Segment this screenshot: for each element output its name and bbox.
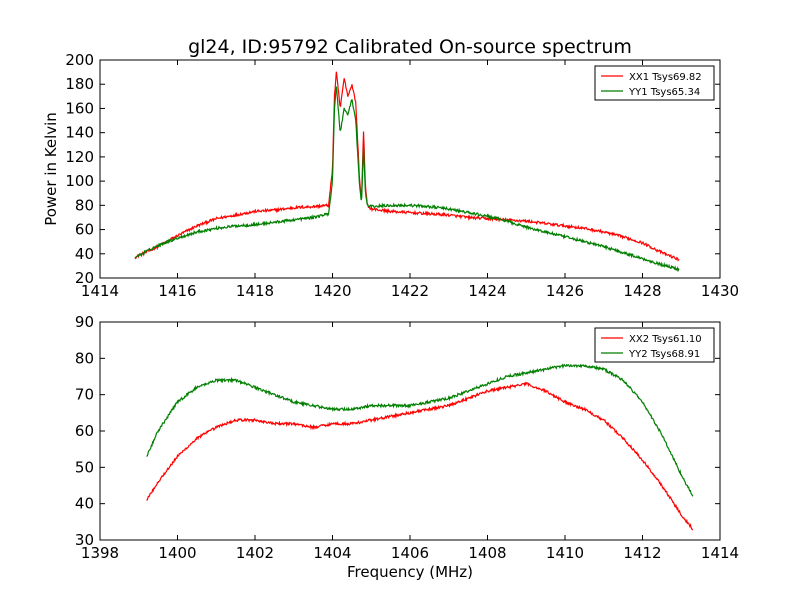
top-y-tick-label: 160 bbox=[65, 99, 94, 117]
top-x-tick-label: 1424 bbox=[468, 282, 506, 300]
bottom-x-tick-label: 1398 bbox=[81, 544, 119, 562]
top-x-tick-label: 1426 bbox=[546, 282, 584, 300]
top-legend: XX1 Tsys69.82 YY1 Tsys65.34 bbox=[594, 65, 715, 101]
bottom-y-tick-label: 60 bbox=[75, 422, 94, 440]
bottom-x-tick-label: 1400 bbox=[158, 544, 196, 562]
bottom-y-tick-label: 30 bbox=[75, 531, 94, 549]
top-series-line-xx bbox=[134, 71, 680, 262]
bottom-x-tick-label: 1410 bbox=[546, 544, 584, 562]
bottom-legend: XX2 Tsys61.10 YY2 Tsys68.91 bbox=[594, 327, 715, 363]
bottom-y-tick-label: 50 bbox=[75, 458, 94, 476]
top-y-tick-label: 80 bbox=[75, 196, 94, 214]
chart-title: gl24, ID:95792 Calibrated On-source spec… bbox=[188, 36, 632, 58]
bottom-plot-area bbox=[146, 363, 694, 531]
bottom-legend-box bbox=[594, 327, 715, 363]
top-legend-label: YY1 Tsys65.34 bbox=[628, 87, 700, 98]
bottom-legend-label: YY2 Tsys68.91 bbox=[628, 349, 700, 360]
top-y-tick-label: 40 bbox=[75, 245, 94, 263]
bottom-legend-label: XX2 Tsys61.10 bbox=[629, 334, 702, 345]
top-x-tick-label: 1422 bbox=[391, 282, 429, 300]
bottom-x-tick-label: 1408 bbox=[468, 544, 506, 562]
top-panel: 1414 1416 1418 1420 1422 1424 1426 1428 1430 20 40… bbox=[42, 51, 739, 300]
bottom-x-tick-label: 1412 bbox=[623, 544, 661, 562]
top-y-tick-label: 200 bbox=[65, 51, 94, 69]
top-y-tick-label: 60 bbox=[75, 221, 94, 239]
bottom-x-tick-label: 1414 bbox=[701, 544, 739, 562]
bottom-x-tick-label: 1406 bbox=[391, 544, 429, 562]
bottom-x-tick-label: 1402 bbox=[236, 544, 274, 562]
top-legend-label: XX1 Tsys69.82 bbox=[629, 72, 702, 83]
top-x-tick-label: 1416 bbox=[158, 282, 196, 300]
bottom-y-tick-label: 40 bbox=[75, 495, 94, 513]
top-y-tick-label: 180 bbox=[65, 75, 94, 93]
top-x-tick-label: 1420 bbox=[313, 282, 351, 300]
bottom-y-tick-label: 70 bbox=[75, 386, 94, 404]
bottom-x-tick-label: 1404 bbox=[313, 544, 351, 562]
bottom-panel: 1398 1400 1402 1404 1406 1408 1410 1412 1414 30 40… bbox=[75, 313, 739, 562]
top-y-tick-label: 120 bbox=[65, 148, 94, 166]
x-axis-label: Frequency (MHz) bbox=[347, 563, 473, 581]
top-x-tick-label: 1428 bbox=[623, 282, 661, 300]
top-y-axis-label: Power in Kelvin bbox=[42, 112, 60, 226]
bottom-ticks: 1398 1400 1402 1404 1406 1408 1410 1412 1414 30 40… bbox=[75, 313, 739, 562]
top-ticks: 1414 1416 1418 1420 1422 1424 1426 1428 1430 20 40… bbox=[65, 51, 739, 300]
top-plot-area bbox=[134, 71, 680, 273]
bottom-series-line-yy bbox=[146, 363, 694, 497]
bottom-y-tick-label: 80 bbox=[75, 349, 94, 367]
top-y-tick-label: 20 bbox=[75, 269, 94, 287]
top-x-tick-label: 1418 bbox=[236, 282, 274, 300]
top-x-tick-label: 1414 bbox=[81, 282, 119, 300]
top-legend-box bbox=[594, 65, 715, 101]
bottom-series-line-xx bbox=[146, 381, 694, 531]
bottom-y-tick-label: 90 bbox=[75, 313, 94, 331]
top-y-tick-label: 140 bbox=[65, 124, 94, 142]
top-x-tick-label: 1430 bbox=[701, 282, 739, 300]
top-series-line-yy bbox=[134, 86, 680, 273]
top-y-tick-label: 100 bbox=[65, 172, 94, 190]
